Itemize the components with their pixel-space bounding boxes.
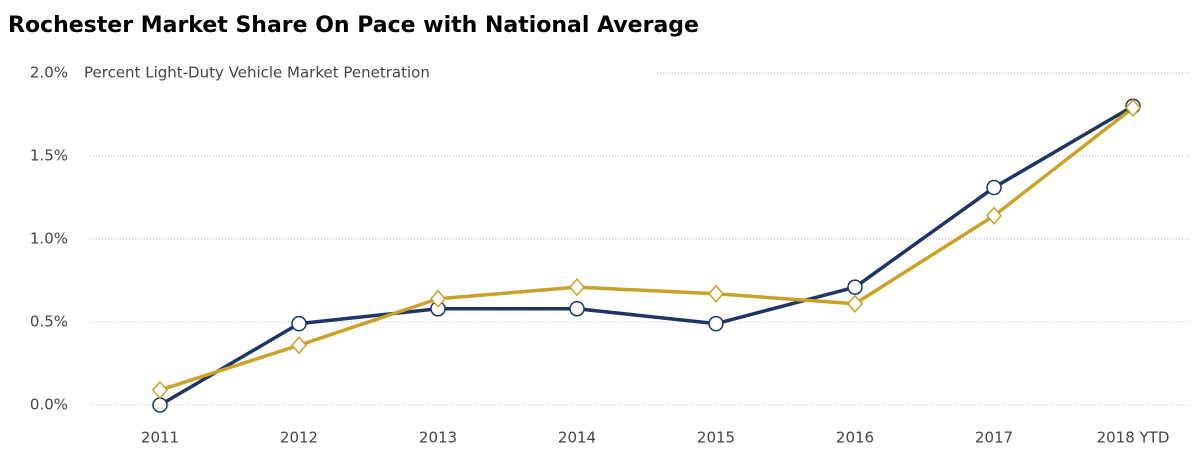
point-marker [152,380,168,400]
subtitle: Percent Light-Duty Vehicle Market Penetr… [84,64,430,82]
point-marker [291,336,307,355]
y-tick-label: 1.5% [30,147,68,165]
point-marker [152,397,168,413]
x-tick-label: 2018 YTD [1097,429,1170,447]
x-tick-label: 2012 [280,429,318,447]
subtitle-bg [80,60,655,88]
x-tick-label: 2013 [419,429,457,447]
point-marker [430,289,446,308]
x-tick-label: 2016 [836,429,874,447]
point-marker [847,294,863,313]
point-marker [708,284,724,303]
x-tick-label: 2015 [697,429,735,447]
y-tick-label: 0.5% [30,313,68,331]
point-marker [708,315,724,332]
x-tick-label: 2017 [975,429,1013,447]
series-line [159,104,1134,407]
y-tick-label: 2.0% [30,64,68,82]
point-marker [291,315,307,332]
point-marker [986,206,1002,225]
chart-title: Rochester Market Share On Pace with Nati… [8,13,699,38]
point-marker [986,179,1002,196]
x-tick-label: 2011 [141,429,179,447]
point-marker [569,278,585,297]
point-marker [1125,98,1141,117]
x-tick-label: 2014 [558,429,596,447]
point-marker [569,300,585,317]
y-tick-label: 0.0% [30,396,68,414]
y-tick-label: 1.0% [30,230,68,248]
series-line [159,106,1135,392]
point-marker [847,279,863,295]
